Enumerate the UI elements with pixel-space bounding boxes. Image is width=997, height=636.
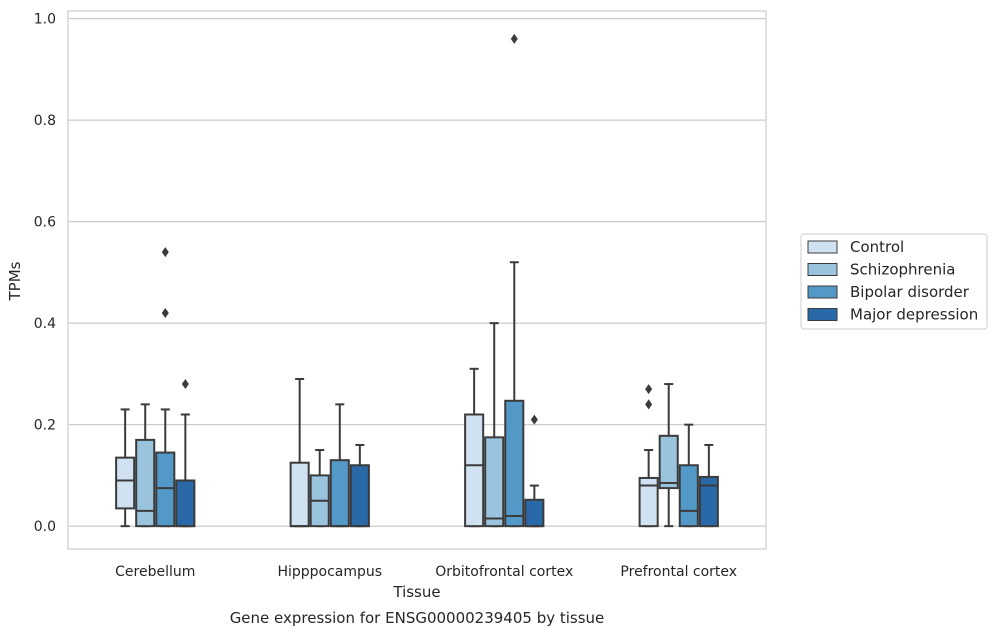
box-iqr [115,456,136,510]
box-iqr [175,479,196,528]
outlier-point [161,307,169,318]
box-iqr [678,464,699,528]
x-tick-label: Prefrontal cortex [620,564,737,580]
box-iqr [135,438,156,528]
outlier-point [645,399,653,410]
box-iqr [638,476,659,528]
plot-area-frame [67,10,767,550]
legend-frame [800,233,988,330]
box-iqr [289,461,310,528]
y-tick-label: 0.0 [34,519,56,535]
box-iqr [349,464,370,528]
y-tick-label: 0.6 [34,215,56,231]
x-tick-label: Hipppocampus [277,564,382,580]
box-iqr [524,498,545,528]
y-tick-label: 0.4 [34,316,56,332]
x-axis-label: Tissue [392,583,440,601]
y-tick-label: 0.8 [34,113,56,129]
box-iqr [658,434,679,490]
y-tick-label: 1.0 [34,12,56,28]
box-iqr [484,436,505,528]
box-iqr [698,475,719,528]
box-1-0 [289,377,310,528]
box-3-1 [658,383,679,528]
outlier-point [510,33,518,44]
legend-swatch [807,308,838,321]
box-0-1 [135,403,156,528]
box-2-3 [524,414,545,528]
box-3-0 [638,384,659,528]
outlier-point [161,247,169,258]
box-iqr [464,413,485,528]
x-tick-label: Orbitofrontal cortex [435,564,573,580]
legend-swatch [807,240,838,254]
y-tick-label: 0.2 [34,418,56,434]
box-2-0 [464,367,485,528]
box-1-2 [329,403,350,528]
y-axis-ticks: 0.0 0.2 0.4 0.6 0.8 1.0 [34,12,56,536]
box-3-3 [698,443,719,528]
outlier-point [181,379,189,390]
box-iqr [504,399,525,528]
x-tick-label: Cerebellum [115,564,195,580]
boxes [115,33,719,528]
legend-label: Control [850,238,904,256]
box-1-3 [349,443,370,528]
outlier-point [645,384,653,395]
box-0-3 [175,379,196,528]
legend-label: Major depression [850,306,978,324]
legend-swatch [807,285,838,299]
legend-label: Schizophrenia [850,261,955,279]
legend-label: Bipolar disorder [850,283,970,301]
box-iqr [329,459,350,528]
box-0-2 [155,247,176,528]
box-0-0 [115,408,136,528]
box-3-2 [678,423,699,528]
outlier-point [530,414,538,425]
chart-caption: Gene expression for ENSG00000239405 by t… [230,609,605,627]
x-axis-ticks: Cerebellum Hipppocampus Orbitofrontal cort… [115,564,737,580]
box-iqr [155,451,176,528]
box-2-1 [484,322,505,528]
y-axis-label: TPMs [6,261,24,301]
legend-swatch [807,263,838,276]
legend: Control Schizophrenia Bipolar disorder Majo… [800,233,988,330]
box-2-2 [504,33,525,528]
box-1-1 [309,449,330,528]
